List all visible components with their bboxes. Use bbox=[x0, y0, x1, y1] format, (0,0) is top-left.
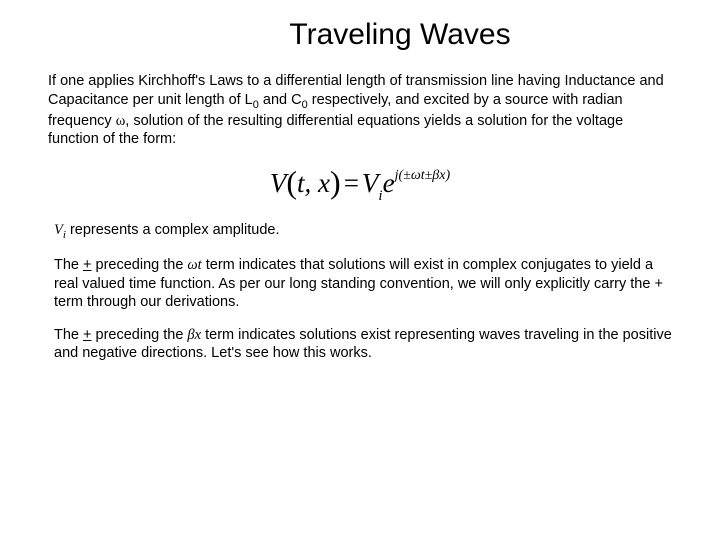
beta-x-paragraph: The + preceding the βx term indicates so… bbox=[48, 326, 672, 363]
eq-e: e bbox=[383, 168, 395, 198]
eq-t: t bbox=[297, 168, 305, 198]
eq-exponent: j(±ωt±βx) bbox=[395, 168, 451, 183]
p4-b: preceding the bbox=[91, 327, 187, 343]
eq-comma-x: , x bbox=[305, 168, 330, 198]
p3-b: preceding the bbox=[91, 257, 187, 273]
amplitude-paragraph: Vi represents a complex amplitude. bbox=[48, 221, 672, 242]
vi-symbol: V bbox=[54, 222, 63, 238]
eq-equals: = bbox=[344, 168, 359, 198]
eq-lparen: ( bbox=[286, 164, 297, 200]
intro-paragraph: If one applies Kirchhoff's Laws to a dif… bbox=[48, 72, 672, 149]
eq-V: V bbox=[270, 168, 287, 198]
beta-x-symbol: βx bbox=[187, 327, 201, 343]
intro-text-b: and C bbox=[259, 92, 302, 108]
intro-text-d: , solution of the resulting differential… bbox=[48, 113, 623, 148]
omega-t-paragraph: The + preceding the ωt term indicates th… bbox=[48, 256, 672, 312]
omega-symbol: ω bbox=[116, 113, 126, 129]
amplitude-text: represents a complex amplitude. bbox=[66, 222, 280, 238]
page-title: Traveling Waves bbox=[128, 18, 672, 52]
omega-t-symbol: ωt bbox=[187, 257, 201, 273]
eq-Vi-V: V bbox=[362, 168, 379, 198]
voltage-equation: V(t, x)=Viej(±ωt±βx) bbox=[48, 163, 672, 203]
eq-rparen: ) bbox=[330, 164, 341, 200]
eq-Vi-i: i bbox=[378, 188, 382, 204]
p4-a: The bbox=[54, 327, 83, 343]
p3-a: The bbox=[54, 257, 83, 273]
